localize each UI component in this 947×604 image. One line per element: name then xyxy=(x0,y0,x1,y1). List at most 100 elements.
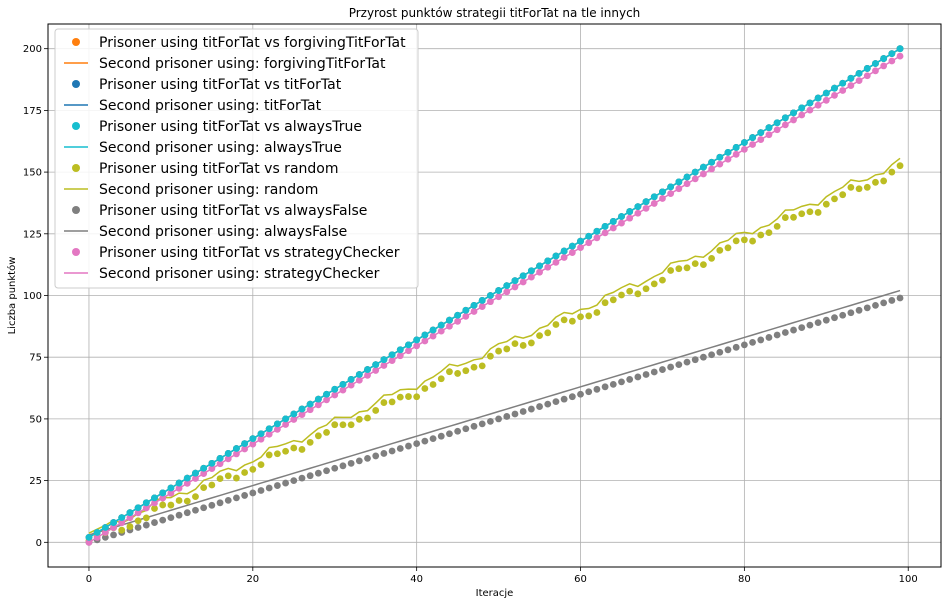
point-alwaystrue xyxy=(593,227,601,235)
legend-marker-alwaystrue xyxy=(72,122,80,130)
point-random xyxy=(601,299,609,307)
point-strategychecker xyxy=(691,175,699,183)
point-alwaysfalse xyxy=(487,417,494,425)
series-strategychecker xyxy=(85,52,904,546)
point-alwaystrue xyxy=(544,257,552,265)
point-alwaysfalse xyxy=(568,393,576,401)
point-strategychecker xyxy=(618,219,625,227)
point-random xyxy=(781,214,789,221)
point-random xyxy=(265,451,273,459)
point-random xyxy=(462,367,470,375)
point-alwaystrue xyxy=(822,89,830,97)
point-random xyxy=(355,415,363,423)
point-random xyxy=(118,526,126,534)
point-alwaysfalse xyxy=(159,516,167,524)
point-alwaystrue xyxy=(323,390,330,398)
point-strategychecker xyxy=(339,386,347,394)
point-random xyxy=(208,481,216,489)
point-alwaysfalse xyxy=(814,319,822,327)
point-alwaystrue xyxy=(757,129,765,137)
point-strategychecker xyxy=(847,82,855,89)
x-tick-label: 100 xyxy=(899,574,918,585)
point-random xyxy=(519,342,527,349)
point-strategychecker xyxy=(527,273,535,281)
legend-label: Second prisoner using: random xyxy=(99,182,318,198)
point-random xyxy=(454,370,462,377)
point-strategychecker xyxy=(388,357,396,364)
point-random xyxy=(192,493,199,501)
point-random xyxy=(233,474,240,482)
point-alwaysfalse xyxy=(708,351,716,359)
point-alwaystrue xyxy=(659,188,666,196)
point-strategychecker xyxy=(470,308,478,315)
point-random xyxy=(896,162,904,170)
point-alwaystrue xyxy=(716,153,724,161)
point-alwaysfalse xyxy=(503,413,511,420)
point-alwaystrue xyxy=(732,144,740,151)
point-alwaystrue xyxy=(290,410,298,418)
point-random xyxy=(872,178,879,186)
point-alwaysfalse xyxy=(560,395,568,403)
ticks: 0 20 40 60 80 100 0 25 50 75 100 125 150 175 200 xyxy=(23,44,918,585)
point-alwaystrue xyxy=(249,435,257,443)
point-strategychecker xyxy=(634,209,642,217)
point-random xyxy=(175,497,183,504)
point-random xyxy=(609,296,617,304)
point-strategychecker xyxy=(241,445,249,453)
point-alwaystrue xyxy=(601,222,609,230)
y-tick-label: 200 xyxy=(23,44,42,55)
point-alwaysfalse xyxy=(691,356,699,364)
point-strategychecker xyxy=(282,421,289,428)
point-random xyxy=(765,229,773,237)
point-alwaysfalse xyxy=(683,358,691,366)
point-random xyxy=(183,497,191,505)
point-random xyxy=(700,261,707,269)
point-alwaystrue xyxy=(773,119,781,127)
legend-marker-random xyxy=(72,164,80,172)
series-alwaysfalse xyxy=(85,289,904,546)
point-alwaysfalse xyxy=(806,321,814,329)
point-alwaystrue xyxy=(880,55,888,62)
point-strategychecker xyxy=(290,416,298,423)
legend-marker-alwaysfalse xyxy=(72,206,80,214)
point-alwaystrue xyxy=(511,277,519,285)
point-alwaystrue xyxy=(437,321,445,329)
point-random xyxy=(388,398,396,406)
point-alwaystrue xyxy=(380,356,388,364)
y-tick-label: 75 xyxy=(29,353,42,364)
point-strategychecker xyxy=(101,529,109,536)
point-random xyxy=(724,244,732,252)
point-strategychecker xyxy=(757,136,765,143)
x-tick-label: 60 xyxy=(574,574,587,585)
point-strategychecker xyxy=(544,263,552,271)
point-alwaystrue xyxy=(495,287,502,294)
point-alwaysfalse xyxy=(405,442,412,450)
point-strategychecker xyxy=(249,440,257,448)
point-alwaysfalse xyxy=(626,376,634,383)
plot-area xyxy=(85,45,904,546)
point-alwaysfalse xyxy=(855,306,863,314)
point-strategychecker xyxy=(396,352,404,360)
point-alwaysfalse xyxy=(519,408,527,415)
point-alwaysfalse xyxy=(151,519,158,526)
point-alwaystrue xyxy=(577,237,584,245)
point-random xyxy=(364,414,371,422)
point-alwaystrue xyxy=(388,351,396,359)
point-alwaystrue xyxy=(847,74,855,82)
point-alwaysfalse xyxy=(790,326,797,334)
point-random xyxy=(642,285,650,293)
line-alwaysfalse xyxy=(88,289,901,536)
x-tick-label: 20 xyxy=(246,574,259,585)
point-strategychecker xyxy=(700,170,707,178)
point-strategychecker xyxy=(749,141,756,148)
point-strategychecker xyxy=(380,362,388,369)
point-alwaysfalse xyxy=(822,316,830,324)
point-strategychecker xyxy=(323,396,330,404)
point-strategychecker xyxy=(503,288,511,296)
point-random xyxy=(142,514,150,522)
point-strategychecker xyxy=(257,435,265,443)
point-strategychecker xyxy=(167,489,175,497)
line-alwaystrue xyxy=(88,48,901,539)
point-alwaysfalse xyxy=(478,420,486,428)
point-alwaystrue xyxy=(552,252,560,260)
